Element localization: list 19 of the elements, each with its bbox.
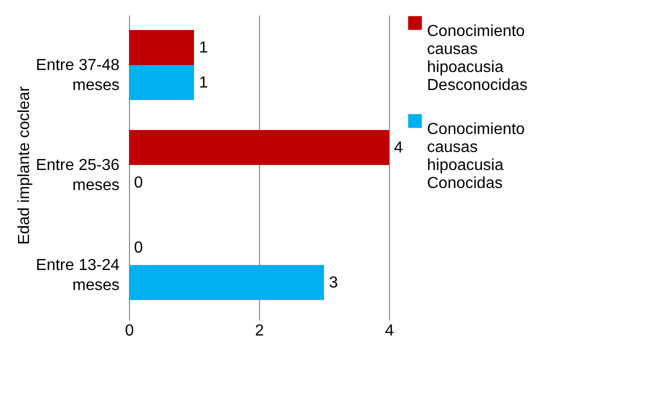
legend-label: Conocimiento causas hipoacusia Desconocidas: [427, 23, 528, 94]
x-tick-label: 0: [125, 322, 134, 340]
data-label: 0: [134, 174, 143, 192]
bar: [128, 130, 390, 166]
x-tick-label: 4: [385, 322, 394, 340]
y-tick-label: Entre 25-36 meses: [36, 157, 120, 194]
data-label: 0: [134, 240, 143, 256]
x-tick-label: 2: [255, 322, 264, 340]
data-label: 3: [329, 274, 338, 292]
bar: [128, 30, 194, 66]
data-label: 4: [394, 140, 403, 156]
y-tick-label: Entre 13-24 meses: [36, 257, 120, 294]
bar: [128, 64, 194, 100]
bar: [128, 264, 324, 300]
data-label: 1: [199, 40, 208, 56]
legend-label: Conocimiento causas hipoacusia Conocidas: [427, 121, 525, 192]
y-axis-title: Edad implante coclear: [16, 86, 33, 245]
y-tick-label: Entre 37-48 meses: [36, 57, 120, 94]
data-label: 1: [199, 74, 208, 92]
